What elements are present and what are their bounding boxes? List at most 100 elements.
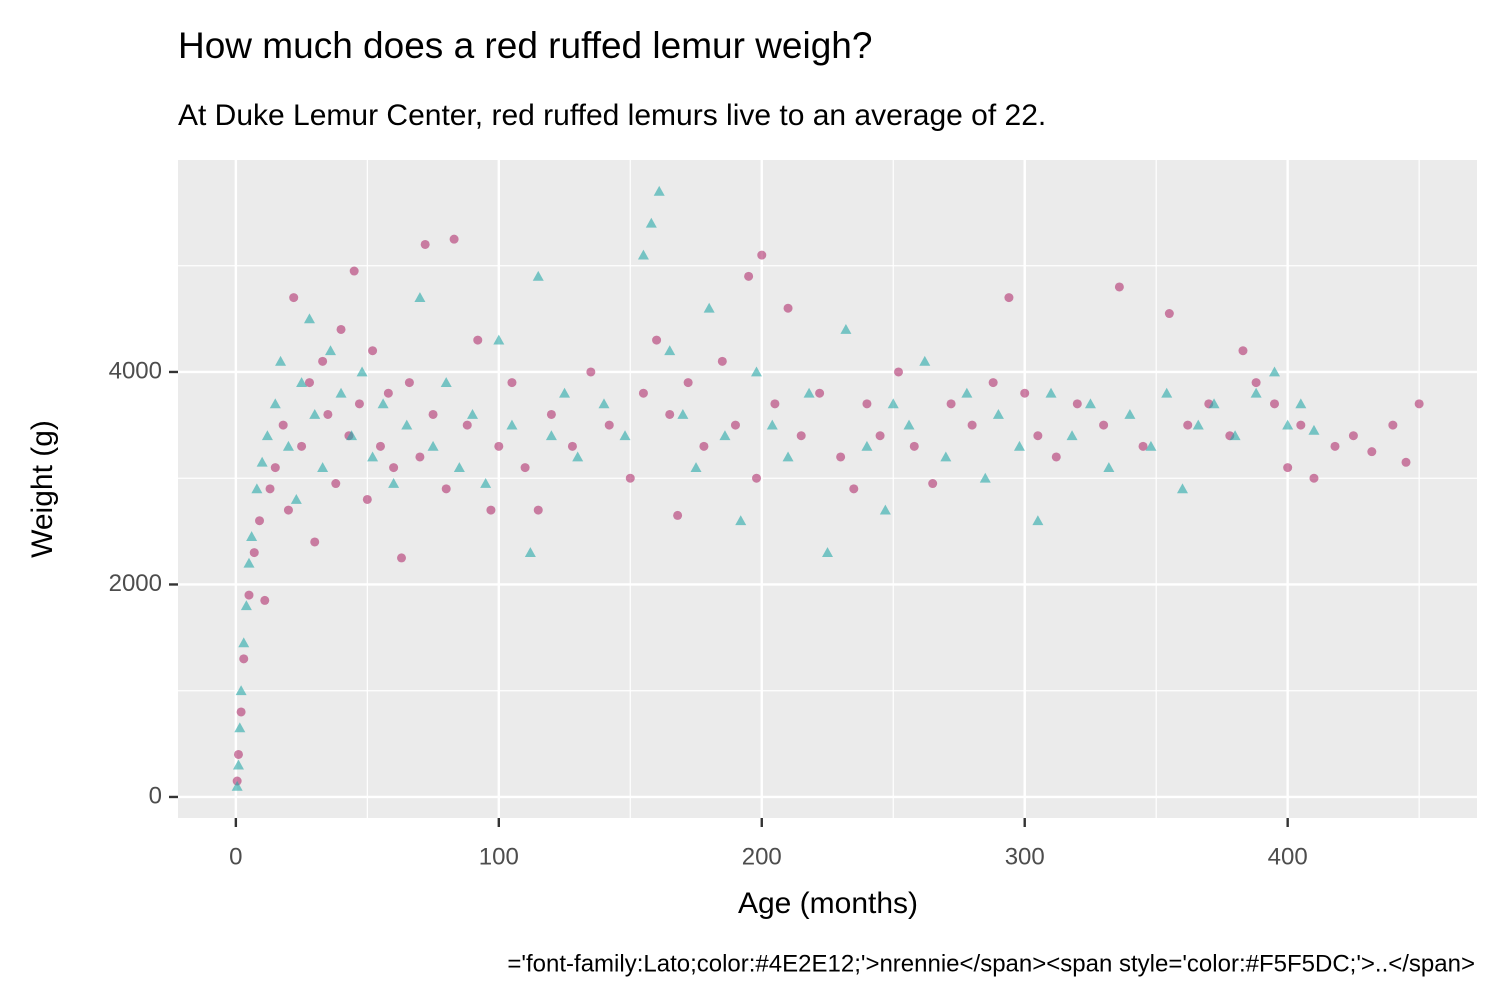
point xyxy=(1124,408,1136,419)
point xyxy=(1032,515,1044,526)
point xyxy=(1414,399,1424,409)
point xyxy=(719,430,731,441)
point xyxy=(260,595,270,605)
point xyxy=(744,271,754,281)
point xyxy=(1282,419,1294,430)
point xyxy=(310,537,320,547)
y-axis-label: Weight (g) xyxy=(26,420,59,558)
point xyxy=(480,478,492,488)
point xyxy=(270,463,280,473)
point xyxy=(665,409,675,419)
point xyxy=(349,266,359,276)
panel xyxy=(178,160,1477,818)
point xyxy=(256,456,268,467)
point xyxy=(604,420,614,430)
point xyxy=(414,292,426,302)
point xyxy=(249,548,259,558)
point xyxy=(383,388,393,398)
point xyxy=(919,355,931,366)
point xyxy=(234,722,246,733)
point xyxy=(770,399,780,409)
point xyxy=(909,441,919,451)
point xyxy=(269,398,281,409)
point xyxy=(625,473,635,483)
x-axis-label: Age (months) xyxy=(738,887,918,920)
point xyxy=(303,313,315,324)
point xyxy=(653,185,665,196)
point xyxy=(354,399,364,409)
point xyxy=(1296,420,1306,430)
point xyxy=(1138,441,1148,451)
chart-title: How much does a red ruffed lemur weigh? xyxy=(178,25,872,66)
point xyxy=(1103,462,1115,472)
point xyxy=(453,462,465,472)
point xyxy=(1238,346,1248,356)
point xyxy=(1229,430,1241,441)
y-tick-label: 0 xyxy=(149,782,162,809)
point xyxy=(677,408,689,419)
point xyxy=(493,334,505,345)
point xyxy=(1270,399,1280,409)
point xyxy=(304,378,314,388)
point xyxy=(265,484,275,494)
point xyxy=(397,553,407,563)
point xyxy=(1192,419,1204,430)
point xyxy=(238,637,250,648)
points xyxy=(231,185,1424,791)
point xyxy=(735,515,747,526)
point xyxy=(1348,431,1358,441)
point xyxy=(331,479,341,489)
point xyxy=(494,441,504,451)
point xyxy=(290,493,302,504)
point xyxy=(401,419,413,430)
point xyxy=(903,419,915,430)
point xyxy=(278,420,288,430)
point xyxy=(507,378,517,388)
point xyxy=(862,399,872,409)
point xyxy=(235,685,247,696)
point xyxy=(988,378,998,388)
point xyxy=(1051,452,1061,462)
x-tick-label: 400 xyxy=(1268,843,1308,870)
point xyxy=(243,557,255,568)
point xyxy=(473,335,483,345)
point xyxy=(683,378,693,388)
point xyxy=(367,451,379,462)
point xyxy=(849,484,859,494)
point xyxy=(637,249,649,260)
point xyxy=(255,516,265,526)
point xyxy=(652,335,662,345)
point xyxy=(730,420,740,430)
point xyxy=(415,452,425,462)
point xyxy=(1066,430,1078,441)
point xyxy=(441,484,451,494)
point xyxy=(1145,440,1157,451)
point xyxy=(244,590,254,600)
point xyxy=(1283,463,1293,473)
point xyxy=(428,409,438,419)
point xyxy=(289,293,299,303)
point xyxy=(1388,420,1398,430)
point xyxy=(325,345,337,356)
point xyxy=(1309,473,1319,483)
point xyxy=(296,377,308,387)
point xyxy=(233,749,243,759)
point xyxy=(699,441,709,451)
point xyxy=(1084,398,1096,409)
point xyxy=(388,478,400,488)
point xyxy=(323,409,333,419)
point xyxy=(992,408,1004,419)
point xyxy=(346,430,358,441)
point xyxy=(1161,387,1173,398)
point xyxy=(836,452,846,462)
point xyxy=(533,505,543,515)
point xyxy=(673,510,683,520)
x-tick-label: 200 xyxy=(742,843,782,870)
point xyxy=(336,324,346,334)
point xyxy=(297,441,307,451)
point xyxy=(420,239,430,249)
point xyxy=(309,408,321,419)
point xyxy=(1020,388,1030,398)
point xyxy=(1176,483,1188,494)
